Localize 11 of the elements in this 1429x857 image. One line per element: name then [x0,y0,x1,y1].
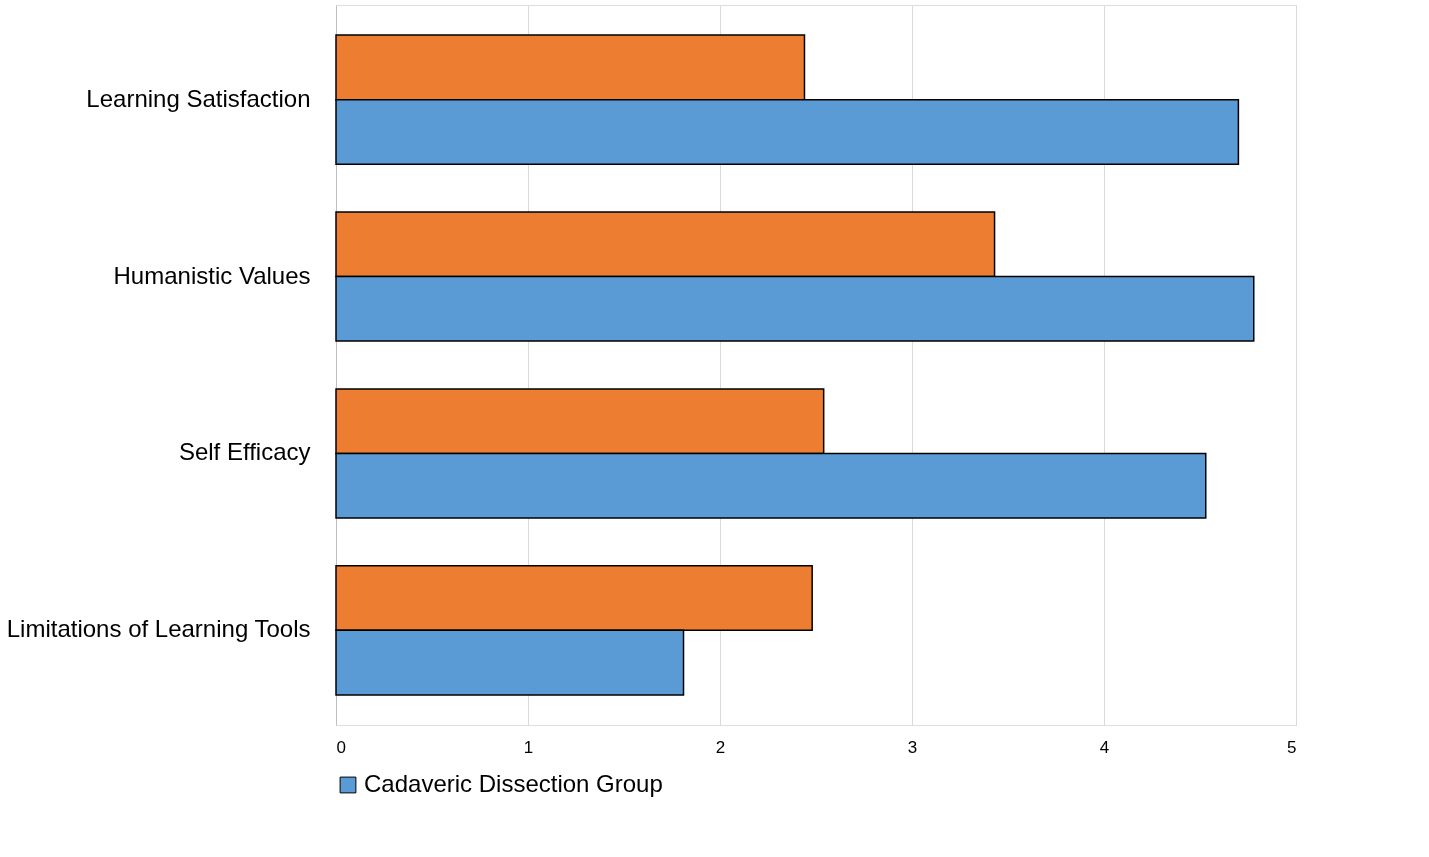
y-tick-label: Learning Satisfaction [86,84,311,112]
x-tick-label: 0 [336,737,346,757]
x-tick-label: 4 [1099,737,1110,757]
y-tick-label: Self Efficacy [178,438,311,466]
x-tick-label: 5 [1287,737,1297,757]
x-tick-label: 1 [523,737,534,757]
legend-label: Cadaveric Dissection Group [364,770,663,797]
y-tick-label: Limitations of Learning Tools [6,615,311,643]
x-tick-label: 2 [715,737,726,757]
x-tick-label: 3 [907,737,918,757]
y-tick-label: Humanistic Values [113,261,311,289]
